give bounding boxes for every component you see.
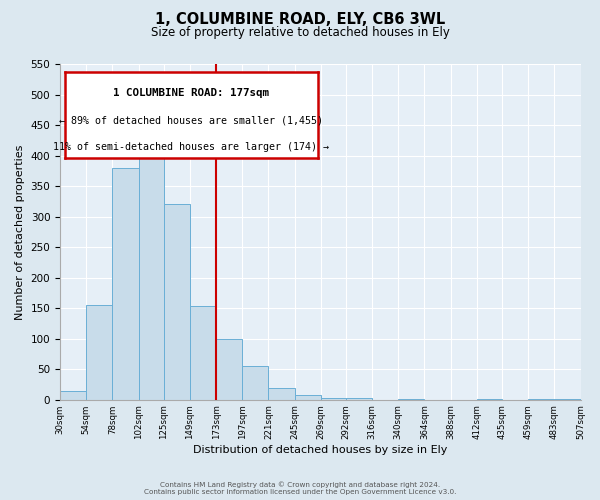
Bar — [295, 395, 321, 400]
Y-axis label: Number of detached properties: Number of detached properties — [15, 144, 25, 320]
Bar — [321, 398, 346, 400]
Text: 1, COLUMBINE ROAD, ELY, CB6 3WL: 1, COLUMBINE ROAD, ELY, CB6 3WL — [155, 12, 445, 28]
Bar — [554, 399, 581, 400]
Text: Contains public sector information licensed under the Open Government Licence v3: Contains public sector information licen… — [144, 489, 456, 495]
Bar — [216, 338, 242, 400]
Bar — [242, 366, 268, 400]
Bar — [164, 204, 190, 400]
Text: Size of property relative to detached houses in Ely: Size of property relative to detached ho… — [151, 26, 449, 39]
Text: Contains HM Land Registry data © Crown copyright and database right 2024.: Contains HM Land Registry data © Crown c… — [160, 481, 440, 488]
Bar — [268, 388, 295, 400]
Bar — [477, 399, 502, 400]
Bar — [398, 399, 424, 400]
Bar — [86, 305, 112, 400]
Bar — [528, 399, 554, 400]
Bar — [60, 390, 86, 400]
Bar — [112, 168, 139, 400]
Bar — [139, 144, 164, 400]
X-axis label: Distribution of detached houses by size in Ely: Distribution of detached houses by size … — [193, 445, 448, 455]
Bar — [190, 306, 216, 400]
Bar — [346, 398, 372, 400]
